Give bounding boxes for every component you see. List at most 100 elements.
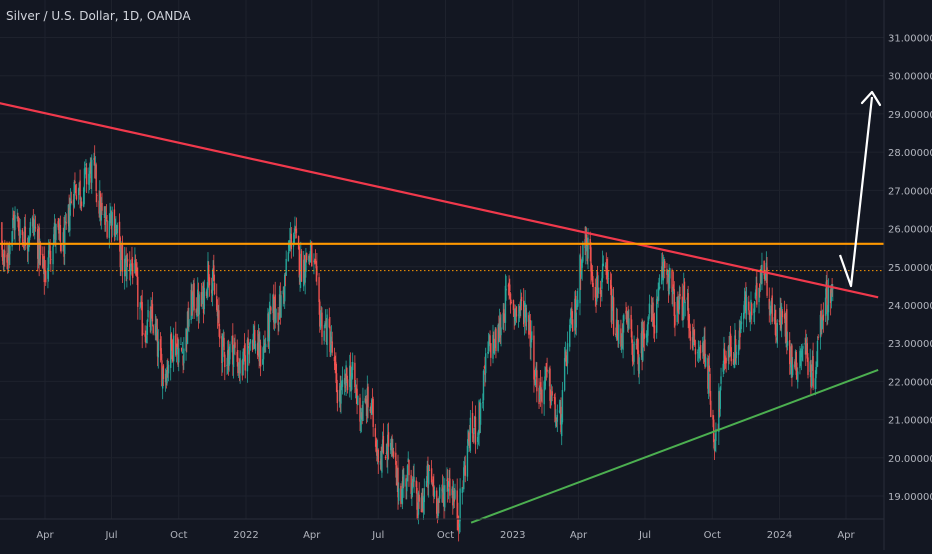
candle-body bbox=[569, 324, 571, 347]
candle-body bbox=[698, 349, 700, 351]
candle-body bbox=[290, 233, 292, 250]
candle-body bbox=[555, 421, 557, 427]
candle-body bbox=[93, 158, 95, 160]
candle-body bbox=[797, 371, 799, 383]
candle-body bbox=[208, 277, 211, 286]
candle-body bbox=[218, 310, 220, 327]
candle-body bbox=[9, 245, 11, 255]
candle-body bbox=[457, 520, 460, 530]
candle-body bbox=[744, 297, 746, 301]
candle-body bbox=[802, 346, 804, 349]
candle-body bbox=[805, 342, 808, 352]
candle-body bbox=[90, 161, 92, 183]
candle-body bbox=[395, 465, 398, 486]
x-tick-label: Jul bbox=[371, 530, 384, 541]
candle-body bbox=[29, 221, 32, 236]
candle-body bbox=[638, 357, 640, 374]
candle-body bbox=[543, 381, 545, 405]
candle-body bbox=[6, 254, 8, 263]
candle-body bbox=[226, 364, 228, 366]
candle-body bbox=[278, 294, 281, 320]
candle-body bbox=[380, 458, 382, 471]
candle-body bbox=[459, 488, 461, 522]
y-tick-label: 26.00000 bbox=[888, 225, 932, 236]
ascending-support-line[interactable] bbox=[470, 368, 879, 524]
candle-body bbox=[710, 400, 712, 418]
candle-body bbox=[544, 376, 546, 386]
candle-body bbox=[723, 349, 726, 365]
candle-body bbox=[822, 314, 825, 321]
candle-body bbox=[183, 348, 185, 364]
candle-body bbox=[627, 312, 629, 329]
candle-body bbox=[277, 312, 279, 325]
y-tick-label: 29.00000 bbox=[888, 110, 932, 121]
candle-body bbox=[426, 465, 428, 482]
candle-body bbox=[187, 307, 189, 329]
candle-body bbox=[461, 487, 464, 493]
candle-body bbox=[648, 303, 651, 314]
candle-body bbox=[703, 335, 705, 354]
y-tick-label: 27.00000 bbox=[888, 186, 932, 197]
candle-body bbox=[293, 234, 295, 244]
x-tick-label: Oct bbox=[437, 530, 454, 541]
candle-body bbox=[270, 307, 272, 311]
candle-body bbox=[180, 344, 182, 345]
projection-arrow-path[interactable] bbox=[838, 96, 874, 288]
candle-body bbox=[533, 335, 535, 380]
candle-body bbox=[786, 309, 788, 343]
candle-body bbox=[196, 314, 198, 318]
candle-body bbox=[709, 373, 711, 397]
candle-body bbox=[355, 388, 358, 393]
candle-body bbox=[18, 230, 21, 242]
candle-body bbox=[753, 308, 755, 314]
candle-body bbox=[631, 343, 634, 362]
candle-body bbox=[647, 322, 649, 336]
candle-body bbox=[540, 391, 542, 394]
candle-body bbox=[248, 349, 250, 355]
candle-body bbox=[658, 286, 660, 291]
candle-body bbox=[268, 309, 271, 342]
candle-body bbox=[718, 391, 721, 412]
y-tick-label: 23.00000 bbox=[888, 339, 932, 350]
candle-body bbox=[156, 331, 159, 357]
candle-body bbox=[21, 229, 24, 236]
candle-body bbox=[498, 318, 501, 342]
candle-body bbox=[375, 440, 377, 452]
candle-body bbox=[39, 245, 42, 256]
candle-body bbox=[800, 353, 803, 358]
candle-body bbox=[400, 499, 403, 502]
candle-body bbox=[130, 263, 132, 267]
candle-body bbox=[821, 315, 824, 324]
candle-body bbox=[259, 341, 261, 362]
candle-body bbox=[484, 364, 486, 375]
candle-body bbox=[443, 492, 445, 508]
candle-body bbox=[753, 301, 756, 313]
candle-body bbox=[441, 487, 444, 493]
candle-body bbox=[689, 331, 692, 341]
x-tick-label: Apr bbox=[837, 530, 855, 541]
candle-body bbox=[756, 282, 758, 305]
candle-body bbox=[683, 281, 686, 300]
candle-body bbox=[457, 515, 459, 521]
candle-body bbox=[49, 245, 51, 258]
candle-body bbox=[294, 228, 297, 232]
candle-body bbox=[612, 299, 614, 310]
descending-resistance-line[interactable] bbox=[0, 99, 879, 299]
candle-body bbox=[734, 339, 737, 361]
candle-body bbox=[282, 290, 284, 295]
candle-body bbox=[241, 360, 244, 376]
candle-body bbox=[330, 336, 333, 343]
candle-body bbox=[502, 312, 504, 329]
candle-body bbox=[123, 258, 126, 277]
candle-body bbox=[796, 370, 798, 379]
candle-body bbox=[313, 261, 316, 263]
candle-body bbox=[478, 400, 480, 435]
candle-body bbox=[783, 313, 786, 319]
candle-body bbox=[161, 368, 164, 389]
candle-body bbox=[418, 494, 420, 502]
candle-body bbox=[295, 228, 298, 234]
candle-body bbox=[492, 334, 494, 359]
candle-body bbox=[500, 327, 502, 336]
